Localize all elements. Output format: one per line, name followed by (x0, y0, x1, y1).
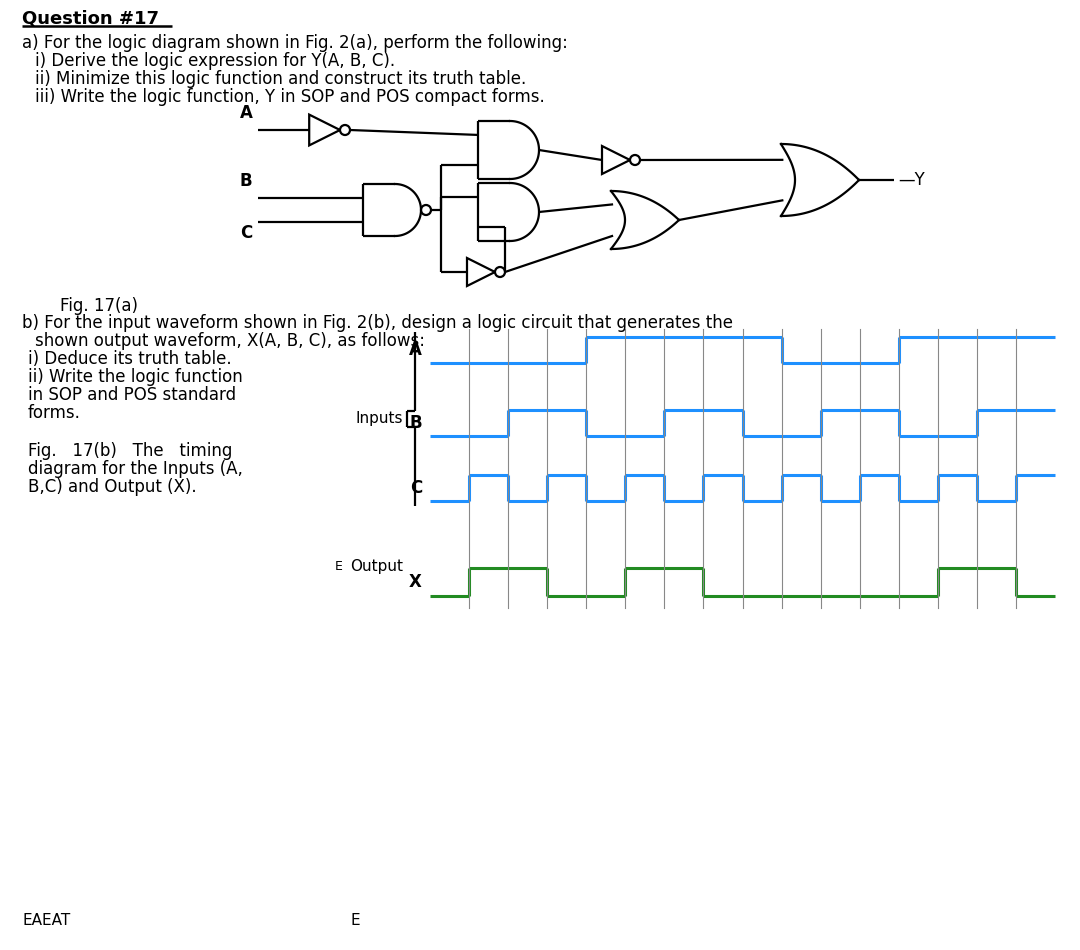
Text: Output: Output (350, 560, 403, 575)
Text: b) For the input waveform shown in Fig. 2(b), design a logic circuit that genera: b) For the input waveform shown in Fig. … (22, 314, 733, 332)
Text: iii) Write the logic function, Y in SOP and POS compact forms.: iii) Write the logic function, Y in SOP … (35, 88, 544, 106)
Text: —Y: —Y (897, 171, 924, 189)
Text: ii) Minimize this logic function and construct its truth table.: ii) Minimize this logic function and con… (35, 70, 526, 88)
Text: X: X (409, 573, 422, 591)
Text: A: A (240, 104, 253, 122)
Text: C: C (240, 224, 252, 242)
Text: Fig.   17(b)   The   timing: Fig. 17(b) The timing (28, 442, 232, 460)
Text: i) Deduce its truth table.: i) Deduce its truth table. (28, 350, 231, 368)
Text: i) Derive the logic expression for Y(A, B, C).: i) Derive the logic expression for Y(A, … (35, 52, 395, 70)
Text: E: E (350, 913, 360, 928)
Text: B: B (409, 414, 422, 432)
Text: E: E (335, 560, 343, 574)
Text: diagram for the Inputs (A,: diagram for the Inputs (A, (28, 460, 243, 478)
Text: in SOP and POS standard: in SOP and POS standard (28, 386, 237, 404)
Text: shown output waveform, X(A, B, C), as follows:: shown output waveform, X(A, B, C), as fo… (35, 332, 426, 350)
Text: C: C (409, 479, 422, 497)
Text: Question #17: Question #17 (22, 10, 159, 28)
Text: ii) Write the logic function: ii) Write the logic function (28, 368, 243, 386)
Text: B,C) and Output (X).: B,C) and Output (X). (28, 478, 197, 496)
Text: a) For the logic diagram shown in Fig. 2(a), perform the following:: a) For the logic diagram shown in Fig. 2… (22, 34, 568, 52)
Text: Inputs: Inputs (355, 411, 403, 427)
Text: A: A (409, 341, 422, 359)
Text: B: B (240, 172, 253, 190)
Text: EAEAT: EAEAT (22, 913, 70, 928)
Text: forms.: forms. (28, 404, 81, 422)
Text: Fig. 17(a): Fig. 17(a) (60, 297, 138, 315)
